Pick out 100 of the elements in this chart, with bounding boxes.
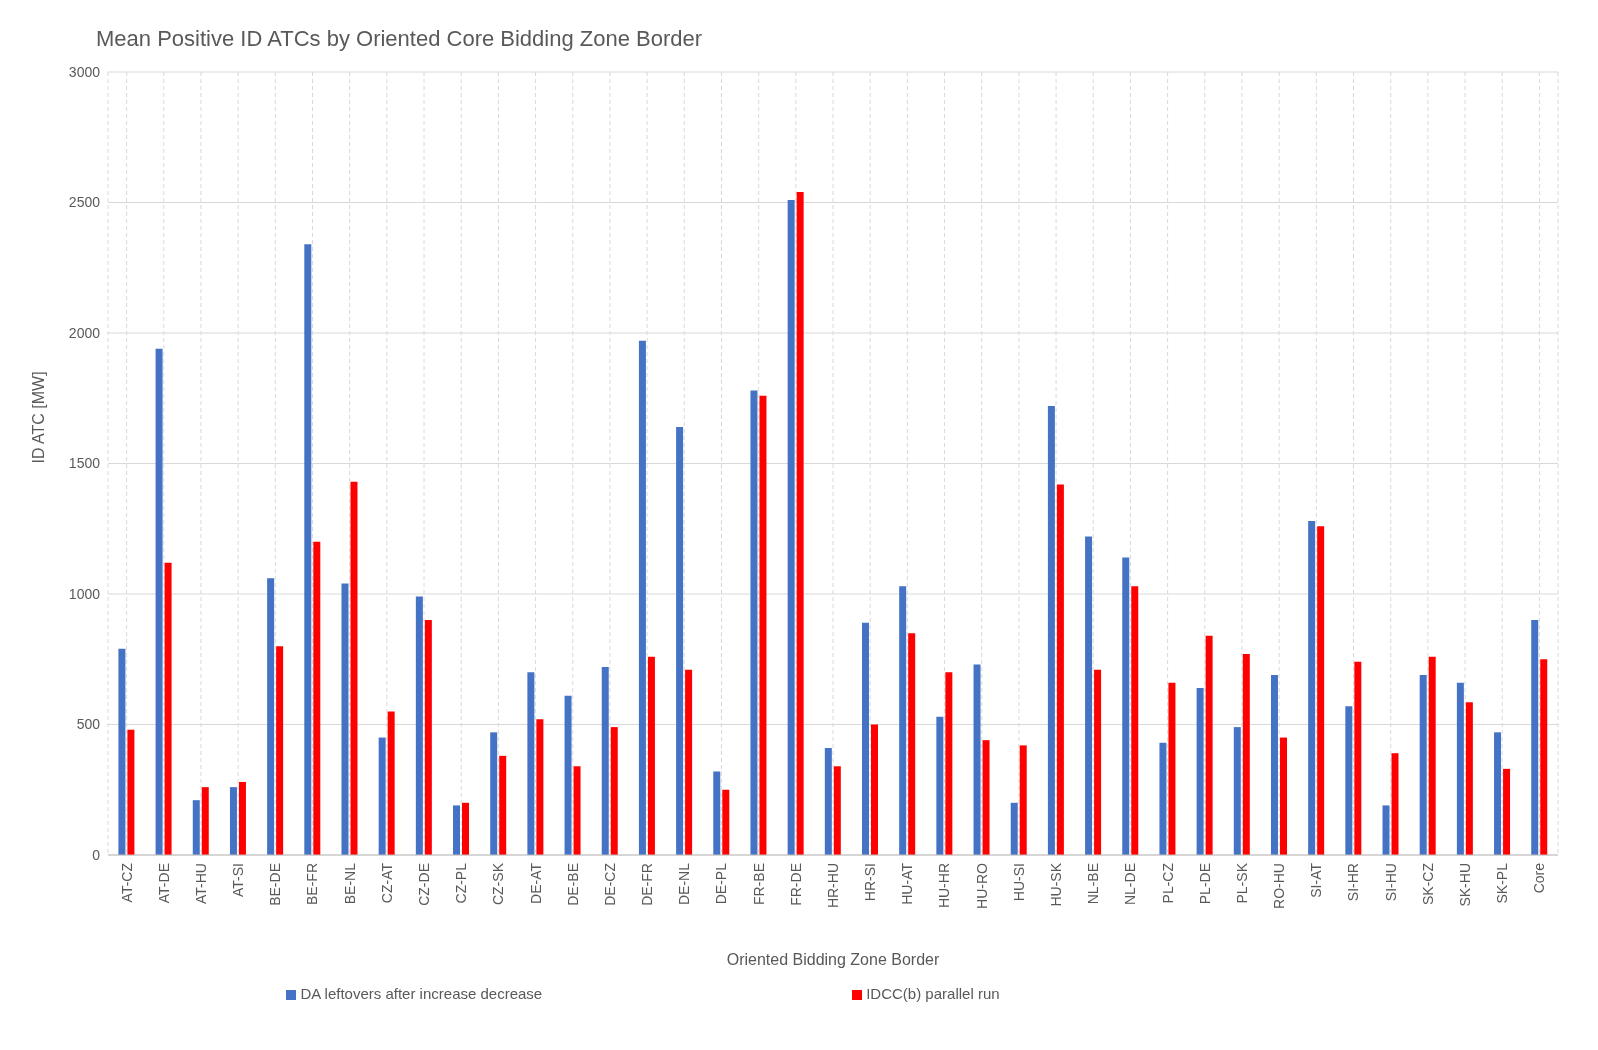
bar bbox=[453, 805, 461, 855]
x-tick-label: DE-BE bbox=[564, 863, 581, 906]
bar bbox=[341, 583, 349, 855]
bar bbox=[201, 787, 209, 855]
bar bbox=[610, 727, 618, 855]
bar bbox=[192, 800, 200, 855]
x-tick-label: NL-BE bbox=[1085, 863, 1102, 905]
x-tick-label: HU-SK bbox=[1048, 862, 1065, 907]
x-tick-label: HU-RO bbox=[973, 862, 990, 909]
x-tick-label: BE-NL bbox=[341, 862, 358, 905]
bar bbox=[1354, 661, 1362, 855]
bar bbox=[638, 340, 646, 855]
legend-label: DA leftovers after increase decrease bbox=[300, 985, 543, 1002]
bar bbox=[1279, 737, 1287, 855]
bar bbox=[276, 646, 284, 855]
x-tick-label: BE-DE bbox=[267, 863, 284, 906]
bar bbox=[1419, 674, 1427, 855]
bar bbox=[238, 781, 246, 855]
bar bbox=[973, 664, 981, 855]
bar bbox=[490, 732, 498, 855]
bar bbox=[1094, 669, 1102, 855]
bar bbox=[1047, 406, 1055, 855]
bar bbox=[1085, 536, 1093, 855]
bar bbox=[1233, 727, 1241, 855]
x-tick-label: HR-SI bbox=[862, 863, 879, 902]
x-tick-label: HU-SI bbox=[1010, 863, 1027, 902]
bar bbox=[713, 771, 721, 855]
bar bbox=[1205, 635, 1213, 855]
x-tick-label: CZ-AT bbox=[378, 862, 395, 904]
bar bbox=[313, 541, 321, 855]
bar bbox=[833, 766, 841, 855]
bar bbox=[1308, 520, 1316, 855]
x-tick-label: Core bbox=[1531, 862, 1548, 894]
bar bbox=[387, 711, 395, 855]
bar bbox=[350, 481, 358, 855]
bar bbox=[1019, 745, 1027, 855]
x-tick-label: FR-BE bbox=[750, 863, 767, 905]
bar bbox=[722, 789, 730, 855]
bar bbox=[787, 199, 795, 855]
bar bbox=[378, 737, 386, 855]
bar bbox=[229, 787, 237, 855]
bar bbox=[750, 390, 758, 855]
bar bbox=[1131, 586, 1139, 855]
x-tick-label: PL-CZ bbox=[1159, 862, 1176, 904]
bar bbox=[601, 667, 609, 855]
y-tick-label: 500 bbox=[76, 716, 101, 733]
bar bbox=[1056, 484, 1064, 855]
x-tick-label: DE-NL bbox=[676, 862, 693, 906]
bar bbox=[982, 740, 990, 855]
x-tick-label: SK-PL bbox=[1494, 862, 1511, 904]
bar bbox=[527, 672, 535, 855]
bar bbox=[685, 669, 693, 855]
x-tick-label: SI-AT bbox=[1308, 862, 1325, 898]
x-tick-label: PL-SK bbox=[1233, 862, 1250, 904]
bar bbox=[1503, 768, 1511, 855]
bar bbox=[1540, 659, 1548, 855]
x-tick-label: DE-CZ bbox=[601, 862, 618, 906]
bar bbox=[1345, 706, 1353, 855]
x-tick-label: DE-AT bbox=[527, 862, 544, 904]
bar bbox=[1465, 702, 1473, 855]
x-tick-label: FR-DE bbox=[787, 863, 804, 906]
bar bbox=[304, 244, 312, 855]
bar bbox=[759, 395, 767, 855]
bar bbox=[676, 426, 684, 855]
x-tick-label: HU-HR bbox=[936, 863, 953, 909]
x-tick-label: NL-DE bbox=[1122, 863, 1139, 906]
bar bbox=[564, 695, 572, 855]
bar bbox=[945, 672, 953, 855]
x-tick-label: HU-AT bbox=[899, 862, 916, 905]
bar bbox=[499, 755, 507, 855]
bar bbox=[155, 348, 163, 855]
bar bbox=[899, 586, 907, 855]
bar bbox=[536, 719, 544, 855]
bar bbox=[871, 724, 878, 855]
x-tick-label: PL-DE bbox=[1196, 863, 1213, 905]
bar bbox=[1317, 526, 1325, 855]
x-axis-title: Oriented Bidding Zone Border bbox=[726, 951, 940, 968]
bar bbox=[908, 633, 916, 855]
bar bbox=[647, 656, 655, 855]
bar bbox=[424, 620, 432, 855]
x-tick-label: AT-SI bbox=[230, 863, 247, 897]
x-tick-label: DE-FR bbox=[639, 863, 656, 906]
bar bbox=[1168, 682, 1176, 855]
x-tick-label: DE-PL bbox=[713, 862, 730, 905]
bar bbox=[824, 747, 832, 855]
bar bbox=[1242, 654, 1250, 855]
y-tick-label: 1000 bbox=[68, 585, 101, 602]
chart-title: Mean Positive ID ATCs by Oriented Core Bidding Zone Border bbox=[95, 25, 704, 52]
y-axis-title: ID ATC [MW] bbox=[29, 371, 47, 464]
y-tick-label: 2500 bbox=[68, 194, 101, 211]
bar bbox=[127, 729, 135, 855]
bar bbox=[1270, 674, 1278, 855]
bar bbox=[1010, 802, 1018, 855]
bar bbox=[164, 562, 172, 855]
bar bbox=[118, 648, 126, 855]
y-tick-label: 1500 bbox=[68, 455, 101, 472]
x-tick-label: BE-FR bbox=[304, 863, 321, 905]
x-tick-label: SI-HR bbox=[1345, 863, 1362, 902]
bar bbox=[1196, 687, 1204, 855]
bar bbox=[415, 596, 423, 855]
